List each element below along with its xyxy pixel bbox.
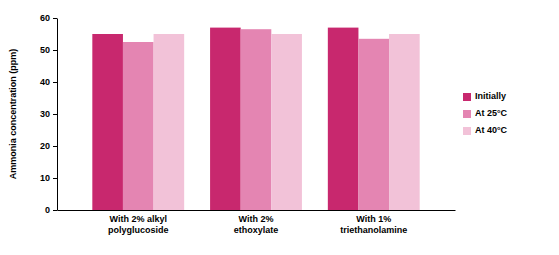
bar xyxy=(241,29,272,210)
category-label: With 2% alkylpolyglucoside xyxy=(108,214,169,234)
bar xyxy=(358,39,389,210)
legend-swatch xyxy=(463,93,471,101)
axis-line xyxy=(57,19,58,211)
tick: 50 xyxy=(40,45,57,55)
axis-title: Ammonia concentration (ppm) xyxy=(8,49,18,180)
tick: With 2%ethoxylate xyxy=(234,214,279,234)
tick: 10 xyxy=(40,173,57,183)
tick: 40 xyxy=(40,77,57,87)
tick-mark xyxy=(53,114,57,115)
tick-label: 50 xyxy=(40,45,50,55)
tick: 60 xyxy=(40,13,57,23)
legend-label: Initially xyxy=(475,91,506,101)
bar xyxy=(154,34,185,210)
tick-mark xyxy=(53,50,57,51)
category-label: With 1%triethanolamine xyxy=(340,214,407,234)
legend-swatch xyxy=(463,127,471,135)
bar xyxy=(271,34,302,210)
tick-mark xyxy=(53,146,57,147)
bar xyxy=(123,42,154,210)
tick-mark xyxy=(53,178,57,179)
bar xyxy=(210,28,241,210)
plot: 0102030405060With 2% alkylpolyglucosideW… xyxy=(40,13,456,234)
bar xyxy=(328,28,359,210)
tick-label: 30 xyxy=(40,109,50,119)
y-axis: 0 10 20 30 40 50 60 xyxy=(40,13,58,215)
tick-label: 20 xyxy=(40,141,50,151)
x-axis: With 2% alkylpolyglucoside With 2%ethoxyl… xyxy=(58,211,456,235)
tick: 30 xyxy=(40,109,57,119)
tick: With 2% alkylpolyglucoside xyxy=(108,214,169,234)
tick: 20 xyxy=(40,141,57,151)
bars xyxy=(92,28,419,210)
tick-label: 60 xyxy=(40,13,50,23)
legend-label: At 40°C xyxy=(475,125,508,135)
bar xyxy=(92,34,123,210)
tick-label: 40 xyxy=(40,77,50,87)
tick: 0 xyxy=(45,205,57,215)
axis-line xyxy=(58,210,456,211)
legend-label: At 25°C xyxy=(475,108,508,118)
tick-label: 10 xyxy=(40,173,50,183)
tick-label: 0 xyxy=(45,205,50,215)
tick: With 1%triethanolamine xyxy=(340,214,407,234)
chart: 0102030405060With 2% alkylpolyglucosideW… xyxy=(0,0,559,255)
tick-mark xyxy=(53,18,57,19)
legend: Initially At 25°C At 40°C xyxy=(463,91,508,135)
tick-mark xyxy=(53,82,57,83)
tick-mark xyxy=(53,210,57,211)
bar xyxy=(389,34,420,210)
legend-swatch xyxy=(463,110,471,118)
category-label: With 2%ethoxylate xyxy=(234,214,279,234)
